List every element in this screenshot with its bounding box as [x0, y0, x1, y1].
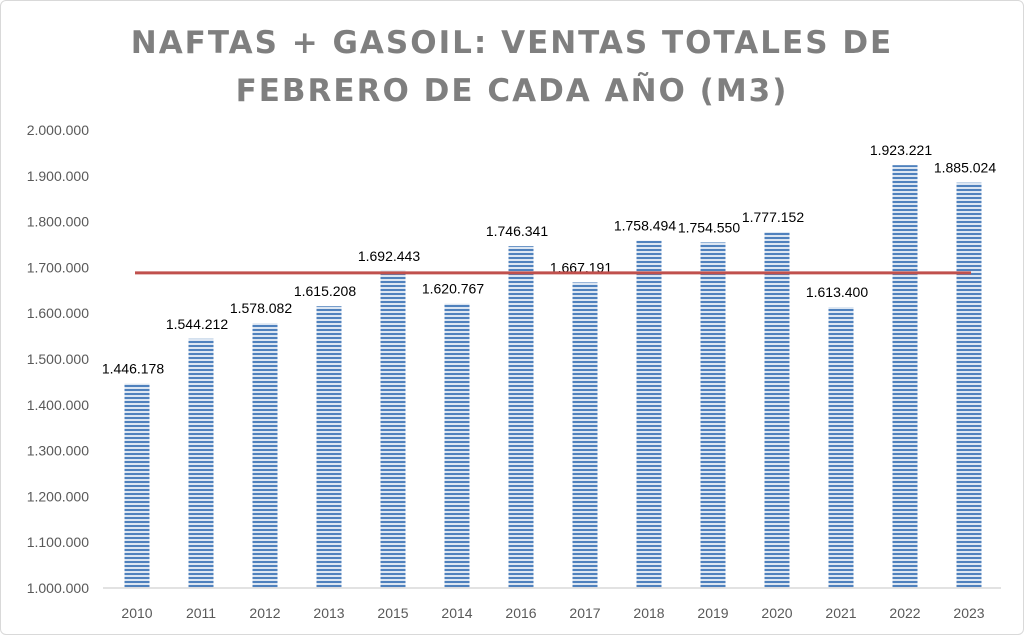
- data-label-2022: 1.923.221: [870, 142, 932, 158]
- y-tick-label: 1.300.000: [27, 443, 89, 459]
- y-tick-label: 1.600.000: [27, 305, 89, 321]
- chart-title-line-2: FEBRERO DE CADA AÑO (M3): [236, 72, 789, 109]
- x-tick-label: 2013: [313, 605, 344, 621]
- x-tick-label: 2019: [697, 605, 728, 621]
- x-tick-label: 2011: [186, 605, 216, 621]
- data-label-2023: 1.885.024: [934, 160, 996, 176]
- chart-title-line-1: NAFTAS + GASOIL: VENTAS TOTALES DE: [131, 25, 893, 61]
- x-tick-label: 2023: [953, 605, 984, 621]
- bar-2015: [380, 270, 406, 588]
- bar-2012: [252, 323, 278, 588]
- y-tick-label: 1.000.000: [27, 580, 89, 596]
- data-label-2012: 1.578.082: [230, 300, 292, 316]
- x-tick-label: 2018: [633, 605, 664, 621]
- bar-2013: [316, 306, 342, 588]
- bar-2016: [508, 246, 534, 588]
- y-tick-label: 1.400.000: [27, 397, 89, 413]
- x-tick-label: 2017: [569, 605, 600, 621]
- data-label-2016: 1.746.341: [486, 223, 548, 239]
- bar-2011: [188, 338, 214, 588]
- x-tick-label: 2020: [761, 605, 792, 621]
- bar-2018: [636, 240, 662, 588]
- y-tick-label: 1.500.000: [27, 351, 89, 367]
- bar-2019: [700, 242, 726, 588]
- data-label-2018: 1.758.494: [614, 218, 676, 234]
- bar-2023: [956, 182, 982, 589]
- bar-2017: [572, 282, 598, 588]
- bar-2020: [764, 232, 790, 588]
- x-tick-label: 2012: [249, 605, 280, 621]
- data-label-2019: 1.754.550: [678, 219, 740, 235]
- bar-2014: [444, 303, 470, 588]
- x-tick-label: 2021: [825, 605, 856, 621]
- y-tick-label: 1.800.000: [27, 214, 89, 230]
- data-label-2013: 1.615.208: [294, 283, 356, 299]
- bar-2010: [124, 383, 150, 588]
- x-tick-label: 2022: [889, 605, 920, 621]
- data-label-2015: 1.692.443: [358, 248, 420, 264]
- bar-2022: [892, 165, 918, 588]
- y-tick-label: 1.900.000: [27, 168, 89, 184]
- y-tick-label: 1.100.000: [27, 534, 89, 550]
- x-tick-label: 2015: [377, 605, 408, 621]
- y-tick-label: 2.000.000: [27, 122, 89, 138]
- y-tick-label: 1.700.000: [27, 259, 89, 275]
- data-label-2014: 1.620.767: [422, 281, 484, 297]
- x-tick-label: 2014: [441, 605, 472, 621]
- x-tick-label: 2010: [121, 605, 152, 621]
- data-label-2011: 1.544.212: [166, 316, 228, 332]
- x-tick-label: 2016: [505, 605, 536, 621]
- data-label-2010: 1.446.178: [102, 361, 164, 377]
- y-tick-label: 1.200.000: [27, 488, 89, 504]
- data-label-2021: 1.613.400: [806, 284, 868, 300]
- data-label-2020: 1.777.152: [742, 209, 804, 225]
- bar-2021: [828, 307, 854, 588]
